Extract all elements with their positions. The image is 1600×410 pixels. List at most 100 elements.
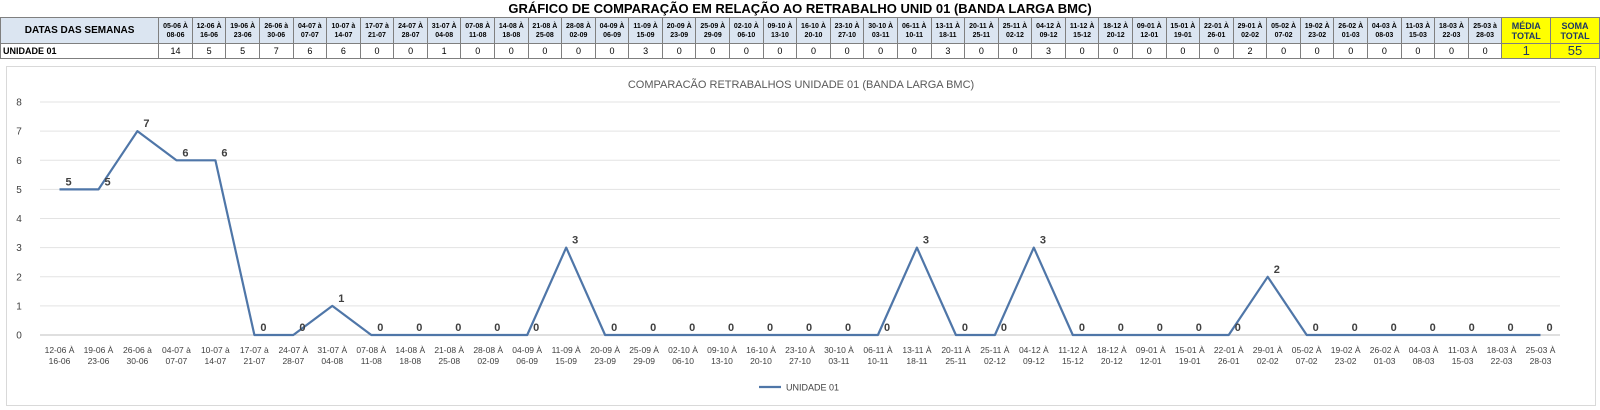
x-tick-label: 11-03 À: [1448, 345, 1477, 355]
x-tick-label: 11-08: [361, 356, 382, 366]
week-header-cell: 16-10 À 20-10: [796, 17, 831, 44]
x-tick-label: 04-03 À: [1409, 345, 1439, 355]
y-tick-label: 8: [16, 98, 22, 109]
data-label: 0: [1157, 322, 1163, 334]
legend-label: UNIDADE 01: [786, 383, 839, 393]
week-header-cell: 25-09 À 29-09: [695, 17, 731, 44]
x-tick-label: 06-10: [672, 356, 694, 366]
week-header-cell: 18-03 À 22-03: [1434, 17, 1469, 44]
y-tick-label: 1: [16, 301, 22, 312]
week-value-cell: 0: [1266, 43, 1301, 59]
week-value-cell: 0: [1333, 43, 1369, 59]
x-tick-label: 02-09: [477, 356, 499, 366]
row-label-cell: UNIDADE 01: [0, 43, 160, 59]
week-header-cell: 24-07 À 28-07: [393, 17, 428, 44]
x-tick-label: 09-12: [1023, 356, 1045, 366]
x-tick-label: 20-10: [750, 356, 772, 366]
x-tick-label: 25-11: [945, 356, 966, 366]
data-label: 0: [260, 322, 266, 334]
x-tick-label: 02-12: [984, 356, 1006, 366]
media-total-header: MÉDIA TOTAL: [1501, 17, 1552, 44]
x-tick-label: 26-02 À: [1370, 345, 1400, 355]
week-header-cell: 04-07 à 07-07: [292, 17, 328, 44]
data-label: 6: [221, 147, 227, 159]
x-tick-label: 13-10: [711, 356, 733, 366]
week-header-cell: 29-01 À 02-02: [1232, 17, 1268, 44]
media-total-value: 1: [1501, 43, 1552, 59]
week-header-cell: 30-10 À 03-11: [863, 17, 898, 44]
x-tick-label: 30-10 À: [824, 345, 854, 355]
week-header-cell: 11-09 À 15-09: [628, 17, 663, 44]
week-header-cell: 04-09 À 06-09: [594, 17, 630, 44]
data-label: 3: [923, 235, 929, 247]
y-tick-label: 5: [16, 185, 22, 196]
x-tick-label: 23-06: [88, 356, 110, 366]
week-value-cell: 3: [628, 43, 663, 59]
x-tick-label: 04-07 à: [162, 345, 191, 355]
data-label: 1: [338, 293, 344, 305]
series-line-unidade-01: [59, 129, 1541, 337]
week-value-cell: 0: [896, 43, 932, 59]
data-label: 0: [962, 322, 968, 334]
x-tick-label: 26-06 à: [123, 345, 152, 355]
x-tick-label: 25-11 À: [980, 345, 1009, 355]
week-header-cell: 06-11 À 10-11: [896, 17, 932, 44]
week-header-cell: 20-11 À 25-11: [964, 17, 999, 44]
week-value-cell: 3: [1031, 43, 1066, 59]
x-tick-label: 10-11: [867, 356, 888, 366]
week-value-cell: 0: [1299, 43, 1335, 59]
data-label: 0: [1313, 322, 1319, 334]
week-value-cell: 0: [460, 43, 496, 59]
x-tick-label: 12-01: [1140, 356, 1162, 366]
week-value-cell: 0: [527, 43, 563, 59]
data-label: 0: [1196, 322, 1202, 334]
x-tick-label: 18-12 À: [1097, 345, 1127, 355]
week-value-cell: 0: [594, 43, 630, 59]
data-label: 0: [1118, 322, 1124, 334]
week-header-cell: 09-01 À 12-01: [1132, 17, 1167, 44]
x-tick-label: 15-03: [1452, 356, 1474, 366]
data-label: 0: [416, 322, 422, 334]
y-tick-label: 2: [16, 272, 22, 283]
x-tick-label: 21-07: [243, 356, 265, 366]
week-value-cell: 14: [158, 43, 193, 59]
week-header-cell: 07-08 À 11-08: [460, 17, 496, 44]
week-value-cell: 0: [359, 43, 395, 59]
week-value-cell: 7: [258, 43, 294, 59]
x-tick-label: 19-02 À: [1331, 345, 1361, 355]
chart-title: COMPARACÃO RETRABALHOS UNIDADE 01 (BANDA…: [628, 78, 974, 91]
data-label: 0: [1469, 322, 1475, 334]
y-tick-label: 4: [16, 214, 22, 225]
x-tick-label: 15-09: [555, 356, 577, 366]
week-value-cell: 0: [829, 43, 865, 59]
data-label: 0: [806, 322, 812, 334]
week-header-cell: 19-06 À 23-06: [225, 17, 260, 44]
week-value-cell: 0: [1098, 43, 1133, 59]
data-label: 6: [182, 147, 188, 159]
chart-canvas: COMPARACÃO RETRABALHOS UNIDADE 01 (BANDA…: [16, 78, 1560, 393]
data-label: 0: [1001, 322, 1007, 334]
week-value-cell: 5: [191, 43, 227, 59]
week-value-cell: 0: [494, 43, 529, 59]
week-value-cell: 0: [1132, 43, 1167, 59]
data-label: 0: [1547, 322, 1553, 334]
x-tick-label: 13-11 À: [902, 345, 931, 355]
x-tick-label: 23-10 À: [785, 345, 815, 355]
week-value-cell: 0: [393, 43, 428, 59]
week-value-cell: 6: [292, 43, 328, 59]
week-value-cell: 3: [930, 43, 966, 59]
week-value-cell: 0: [729, 43, 764, 59]
x-tick-label: 04-12 À: [1019, 345, 1049, 355]
week-value-cell: 0: [661, 43, 697, 59]
week-value-cell: 0: [964, 43, 999, 59]
x-tick-label: 09-01 À: [1136, 345, 1166, 355]
x-tick-label: 11-09 À: [552, 345, 581, 355]
table-header-row: DATAS DAS SEMANAS 05-06 À 08-06 12-06 À 16-0…: [0, 17, 1600, 44]
data-label: 0: [884, 322, 890, 334]
x-tick-label: 22-01 À: [1214, 345, 1244, 355]
week-header-cell: 02-10 À 06-10: [729, 17, 764, 44]
data-label: 0: [689, 322, 695, 334]
week-value-cell: 0: [762, 43, 798, 59]
x-tick-label: 14-08 À: [395, 345, 425, 355]
data-label: 0: [455, 322, 461, 334]
